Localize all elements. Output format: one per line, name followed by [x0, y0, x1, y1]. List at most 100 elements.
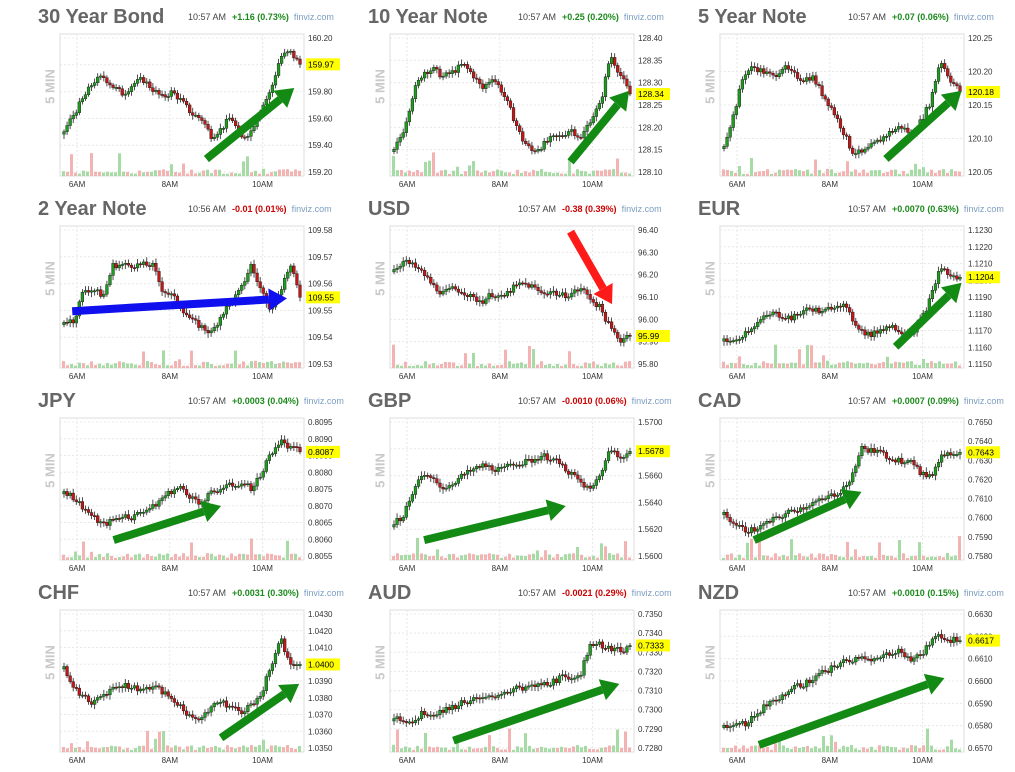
volume-bar [834, 172, 837, 176]
volume-bar [556, 363, 559, 368]
volume-bar [906, 557, 909, 560]
volume-bar [548, 172, 551, 176]
candle-body [545, 453, 549, 461]
volume-bar [540, 746, 543, 752]
y-tick-label: 1.0350 [308, 744, 333, 753]
volume-bar [758, 745, 761, 752]
volume-bar [730, 747, 733, 752]
candle-body [930, 92, 935, 108]
candle-body [261, 690, 265, 697]
volume-bar [516, 746, 519, 752]
volume-bar [126, 171, 129, 176]
candle-body [132, 685, 137, 689]
y-tick-label: 120.15 [968, 101, 993, 110]
volume-bar [456, 557, 459, 560]
volume-bar [246, 156, 249, 176]
candle-body [283, 638, 287, 652]
candle-body [395, 267, 399, 270]
y-tick-label: 0.7600 [968, 514, 993, 523]
volume-bar [934, 556, 937, 560]
volume-bar [146, 361, 149, 368]
candle-body [857, 455, 861, 467]
candle-body [955, 275, 959, 280]
candle-body [416, 718, 421, 721]
candle-body [783, 513, 787, 518]
chart-svg: 128.40128.35128.30128.25128.20128.15128.… [389, 33, 670, 189]
volume-bar [218, 169, 221, 176]
y-tick-label: 0.7300 [638, 706, 663, 715]
candle-body [921, 472, 925, 476]
volume-bar [616, 158, 619, 176]
candle-body [548, 459, 552, 462]
candle-body [863, 329, 867, 336]
candle-body [469, 469, 473, 472]
volume-bar [206, 362, 209, 368]
candle-body [203, 325, 207, 331]
volume-bar [158, 731, 161, 752]
candle-body [200, 717, 204, 720]
candle-body [145, 687, 149, 690]
source-label: finviz.com [953, 12, 994, 22]
volume-bar [512, 363, 515, 368]
candle-body [545, 293, 549, 296]
volume-bar [544, 171, 547, 176]
candle-body [453, 483, 457, 486]
candle-body [814, 675, 818, 681]
volume-bar [258, 745, 261, 752]
chart-header: 10:57 AM +0.0007 (0.09%) finviz.com [848, 396, 1004, 406]
candle-body [151, 504, 155, 509]
volume-bar [842, 171, 845, 176]
candle-body [613, 328, 617, 333]
volume-bar [826, 168, 829, 176]
volume-bar [902, 362, 905, 368]
volume-bar [210, 173, 213, 176]
volume-bar [448, 749, 451, 752]
candle-body [955, 83, 959, 87]
candle-body [478, 300, 482, 303]
interval-label: 5 MIN [702, 645, 718, 680]
candle-body [789, 509, 794, 512]
candle-body [894, 128, 898, 132]
volume-bar [396, 729, 399, 752]
candle-body [597, 475, 601, 480]
candle-body [946, 639, 950, 642]
candle-body [74, 499, 78, 502]
candle-body [567, 131, 571, 136]
candle-body [395, 518, 399, 525]
volume-bar [782, 554, 785, 560]
candle-body [65, 322, 69, 324]
candle-body [588, 294, 592, 300]
candle-body [71, 319, 75, 324]
candle-body [478, 466, 482, 468]
candle-body [117, 686, 121, 689]
volume-bar [150, 748, 153, 752]
chart-panel: 120.25 120.20 120.15 120.10 120.05 6AM 8AM 10AM… [678, 4, 1008, 196]
candle-body [289, 265, 293, 273]
volume-bar [552, 365, 555, 368]
volume-bar [922, 745, 925, 752]
volume-bar [726, 747, 729, 752]
chart-panel: 0.80950.80900.80850.80800.80750.80700.80… [18, 388, 348, 580]
candle-body [86, 509, 91, 513]
candle-body [564, 464, 568, 472]
candle-body [505, 96, 510, 102]
volume-bar [746, 365, 749, 368]
candle-body [160, 686, 164, 695]
volume-bar [536, 550, 539, 560]
volume-bar [782, 363, 785, 368]
volume-bar [412, 365, 415, 368]
volume-bar [266, 173, 269, 176]
volume-bar [938, 170, 941, 176]
candle-body [481, 83, 485, 89]
chart-panel: 0.66300.66200.66100.66000.65900.65800.65… [678, 580, 1008, 772]
candle-body [508, 463, 513, 466]
candle-body [737, 525, 741, 527]
volume-bar [158, 170, 161, 176]
candle-body [160, 497, 164, 501]
candle-body [722, 512, 726, 515]
candle-body [795, 683, 800, 686]
volume-bar [568, 553, 571, 560]
volume-bar [564, 554, 567, 560]
candle-body [603, 648, 608, 650]
candle-body [897, 126, 901, 130]
